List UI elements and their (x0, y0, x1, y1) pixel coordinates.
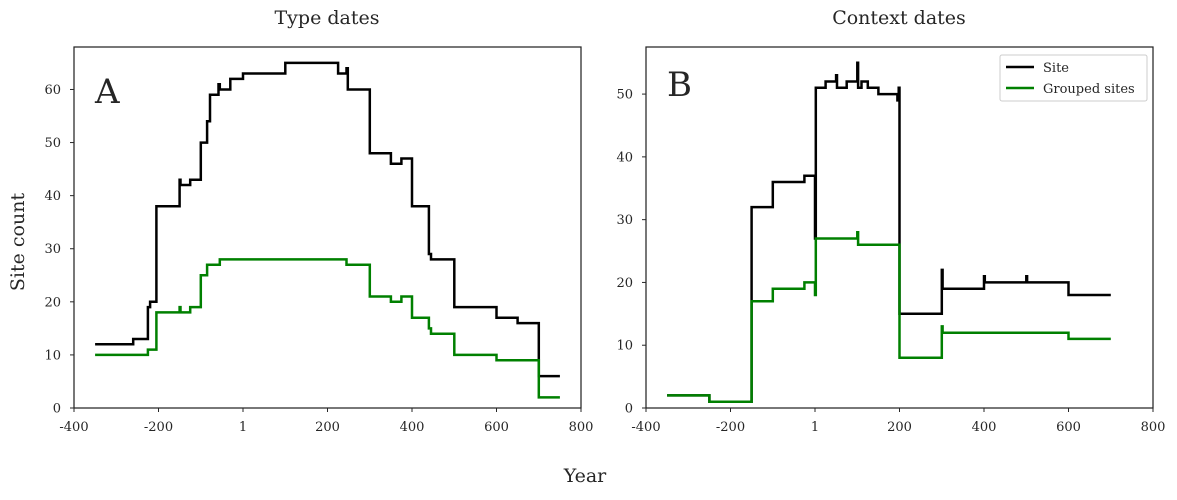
y-tick-label: 20 (616, 276, 633, 291)
x-tick-label: 800 (1141, 420, 1166, 435)
chart-title: Type dates (275, 7, 380, 29)
y-tick-label: 40 (44, 189, 61, 204)
series-line-grouped-sites (95, 258, 560, 399)
x-tick-label: 200 (315, 420, 340, 435)
x-axis-label: Year (563, 465, 607, 487)
x-tick-label: 800 (569, 420, 594, 435)
x-tick-label: 600 (484, 420, 509, 435)
y-tick-label: 40 (616, 150, 633, 165)
legend-label-grouped-sites: Grouped sites (1043, 82, 1135, 97)
legend-box (999, 54, 1148, 102)
y-tick-label: 60 (44, 83, 61, 98)
x-tick-label: 200 (887, 420, 912, 435)
x-tick-label: -200 (716, 420, 745, 435)
y-tick-label: 30 (44, 242, 61, 257)
y-tick-label: 50 (44, 136, 61, 151)
panel-label: B (667, 65, 692, 105)
x-tick-label: 600 (1056, 420, 1081, 435)
x-tick-label: 400 (400, 420, 425, 435)
y-tick-label: 10 (616, 339, 633, 354)
y-tick-label: 30 (616, 213, 633, 228)
legend: Site Grouped sites (999, 54, 1148, 102)
series-line-site (667, 61, 1111, 403)
series-lines (95, 61, 560, 399)
plot-frame (73, 46, 582, 409)
series-line-site (95, 61, 560, 378)
x-tick-label: -400 (59, 420, 88, 435)
x-tick-label: 1 (239, 420, 247, 435)
x-tick-label: -400 (631, 420, 660, 435)
y-tick-label: 50 (616, 88, 633, 103)
axis-ticks: -400 -200 1 200 400 600 800 0 10 20 30 40 50 (616, 88, 1165, 435)
y-axis-label: Site count (7, 193, 29, 292)
series-line-grouped-sites (667, 230, 1111, 403)
y-tick-label: 10 (44, 348, 61, 363)
y-tick-label: 0 (53, 402, 61, 417)
x-tick-label: 1 (811, 420, 819, 435)
legend-label-site: Site (1043, 61, 1069, 76)
x-tick-label: -200 (144, 420, 173, 435)
x-tick-label: 400 (972, 420, 997, 435)
axis-ticks: -400 -200 1 200 400 600 800 0 10 20 30 40 50 60 (44, 83, 593, 435)
panel-context-dates: Context dates -400 -200 1 200 400 600 800 0 10 20… (616, 7, 1165, 435)
y-tick-label: 0 (625, 402, 633, 417)
panel-type-dates: Type dates -400 -200 1 200 400 600 800 0 10 20 30 4… (44, 7, 593, 435)
y-tick-label: 20 (44, 295, 61, 310)
panel-label: A (94, 72, 120, 112)
chart-title: Context dates (832, 7, 966, 29)
series-lines (667, 61, 1111, 403)
